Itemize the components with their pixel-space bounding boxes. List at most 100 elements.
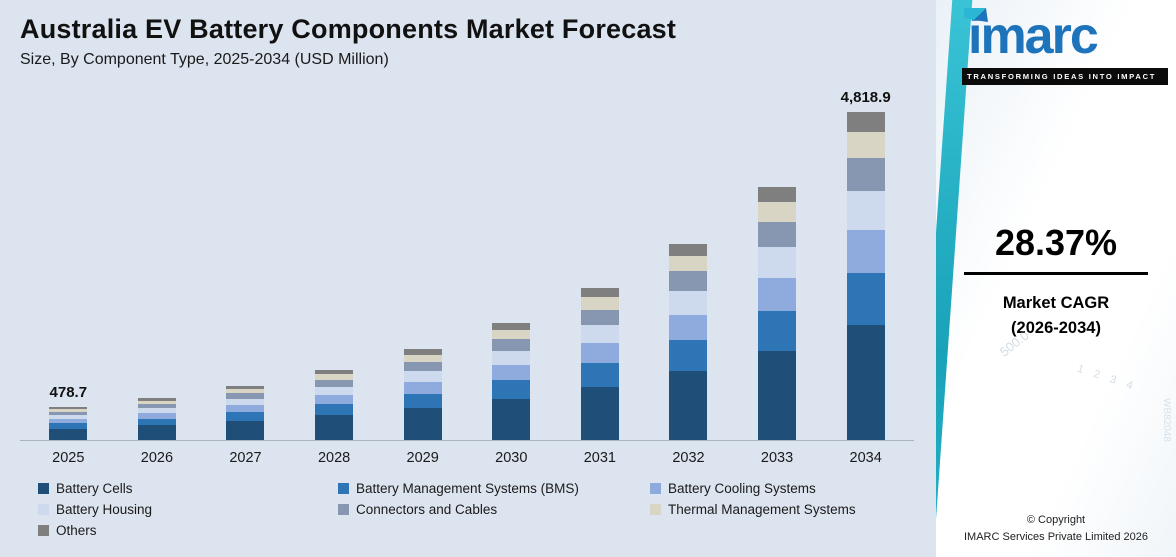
cagr-label-line2: (2026-2034) xyxy=(1011,318,1101,337)
bar-stack-2032 xyxy=(669,243,708,440)
cagr-label-line1: Market CAGR xyxy=(1002,294,1110,312)
segment-2029-battery-management-systems-bms- xyxy=(403,393,442,409)
segment-2033-battery-housing xyxy=(758,247,797,278)
bar-2030 xyxy=(467,101,556,440)
copyright-line1: © Copyright xyxy=(1026,514,1086,526)
imarc-logo: imarc TRANSFORMING IDEAS INTO IMPACT xyxy=(962,8,1168,85)
segment-2031-battery-cells xyxy=(580,386,619,440)
legend-swatch-icon xyxy=(38,504,49,515)
bar-stack-2027 xyxy=(226,385,265,440)
bar-2025: 478.7 xyxy=(24,101,113,440)
segment-2028-battery-housing xyxy=(315,386,354,396)
segment-2029-battery-cooling-systems xyxy=(403,381,442,394)
segment-2026-others xyxy=(137,398,176,401)
page-title: Australia EV Battery Components Market F… xyxy=(20,14,677,44)
segment-2028-others xyxy=(315,369,354,374)
bar-2031 xyxy=(556,101,645,440)
segment-2031-battery-housing xyxy=(580,324,619,343)
x-axis-label-2032: 2032 xyxy=(672,450,705,466)
segment-2026-thermal-management-systems xyxy=(137,400,176,404)
segment-2034-battery-cells xyxy=(846,325,885,440)
background-decor-text: WB82048 xyxy=(1161,398,1172,442)
segment-2027-battery-cells xyxy=(226,420,265,440)
segment-2033-battery-management-systems-bms- xyxy=(758,310,797,352)
segment-2027-battery-management-systems-bms- xyxy=(226,412,265,421)
segment-2025-thermal-management-systems xyxy=(49,409,88,413)
segment-2034-battery-housing xyxy=(846,190,885,231)
sidebar-background xyxy=(936,0,1176,557)
segment-2028-battery-cooling-systems xyxy=(315,395,354,405)
segment-2032-connectors-and-cables xyxy=(669,271,708,291)
legend-swatch-icon xyxy=(38,525,49,536)
segment-2032-battery-cooling-systems xyxy=(669,314,708,340)
copyright-notice: © Copyright IMARC Services Private Limit… xyxy=(936,512,1176,545)
legend-swatch-icon xyxy=(650,504,661,515)
segment-2026-battery-cooling-systems xyxy=(137,413,176,419)
legend-label: Connectors and Cables xyxy=(356,502,498,517)
segment-2025-battery-cooling-systems xyxy=(49,419,88,424)
page-subtitle: Size, By Component Type, 2025-2034 (USD … xyxy=(20,51,389,68)
segment-2031-others xyxy=(580,288,619,298)
bar-2032 xyxy=(644,101,733,440)
chart-legend: Battery Cells Battery Management Systems … xyxy=(38,481,914,538)
sidebar: imarc TRANSFORMING IDEAS INTO IMPACT 28.… xyxy=(936,0,1176,557)
segment-2034-others xyxy=(846,112,885,133)
legend-label: Battery Cells xyxy=(56,481,133,496)
legend-item-others: Others xyxy=(38,523,338,538)
segment-2033-thermal-management-systems xyxy=(758,201,797,223)
segment-2034-thermal-management-systems xyxy=(846,132,885,159)
segment-2025-battery-management-systems-bms- xyxy=(49,423,88,429)
bar-stack-2026 xyxy=(137,398,176,440)
segment-2028-connectors-and-cables xyxy=(315,379,354,387)
segment-2026-battery-management-systems-bms- xyxy=(137,418,176,426)
segment-2029-battery-housing xyxy=(403,371,442,382)
segment-2026-battery-housing xyxy=(137,408,176,414)
segment-2029-thermal-management-systems xyxy=(403,354,442,362)
bar-2033 xyxy=(733,101,822,440)
bar-2027 xyxy=(201,101,290,440)
bar-stack-2030 xyxy=(492,322,531,440)
legend-item-battery-cooling-systems: Battery Cooling Systems xyxy=(650,481,914,496)
segment-2025-battery-cells xyxy=(49,428,88,440)
bar-2029 xyxy=(378,101,467,440)
segment-2034-battery-cooling-systems xyxy=(846,230,885,273)
x-axis-label-2030: 2030 xyxy=(495,450,528,466)
segment-2032-thermal-management-systems xyxy=(669,255,708,272)
segment-2031-battery-management-systems-bms- xyxy=(580,362,619,387)
segment-2025-connectors-and-cables xyxy=(49,412,88,416)
chart-panel: Australia EV Battery Components Market F… xyxy=(0,0,936,557)
x-axis-label-2026: 2026 xyxy=(140,450,174,466)
chart-plot-area: 478.7 4,818.9 xyxy=(20,89,914,441)
x-axis-label-2027: 2027 xyxy=(229,450,262,466)
legend-item-battery-housing: Battery Housing xyxy=(38,502,338,517)
segment-2030-battery-management-systems-bms- xyxy=(492,380,531,399)
x-axis-label-2033: 2033 xyxy=(760,450,794,466)
legend-label: Others xyxy=(56,523,97,538)
stacked-bar-chart: 478.7 4,818.9 2025 2026 2027 2028 2029 2030 203… xyxy=(20,89,914,466)
segment-2034-battery-management-systems-bms- xyxy=(846,272,885,326)
segment-2033-others xyxy=(758,186,797,202)
legend-item-battery-management-systems-bms-: Battery Management Systems (BMS) xyxy=(338,481,650,496)
segment-2025-battery-housing xyxy=(49,415,88,420)
copyright-line2: IMARC Services Private Limited 2026 xyxy=(963,530,1148,543)
bar-stack-2028 xyxy=(315,369,354,440)
legend-label: Battery Cooling Systems xyxy=(668,481,816,496)
imarc-logo-flag-icon xyxy=(964,8,998,34)
legend-swatch-icon xyxy=(338,483,349,494)
segment-2028-thermal-management-systems xyxy=(315,374,354,380)
segment-2028-battery-management-systems-bms- xyxy=(315,404,354,416)
segment-2033-battery-cells xyxy=(758,351,797,440)
segment-2027-others xyxy=(226,385,265,389)
x-axis-label-2028: 2028 xyxy=(317,450,351,466)
x-axis-labels: 2025 2026 2027 2028 2029 2030 2031 2032 2033 2034 xyxy=(20,441,914,466)
legend-label: Thermal Management Systems xyxy=(668,502,856,517)
segment-2027-battery-cooling-systems xyxy=(226,405,265,413)
x-axis-label-2034: 2034 xyxy=(849,450,882,466)
segment-2029-others xyxy=(403,349,442,355)
imarc-tagline: TRANSFORMING IDEAS INTO IMPACT xyxy=(962,68,1168,85)
legend-label: Battery Management Systems (BMS) xyxy=(356,481,579,496)
cagr-block: 28.37% Market CAGR (2026-2034) xyxy=(936,222,1176,341)
segment-2033-connectors-and-cables xyxy=(758,222,797,248)
segment-2025-others xyxy=(49,406,88,410)
segment-2027-thermal-management-systems xyxy=(226,388,265,394)
